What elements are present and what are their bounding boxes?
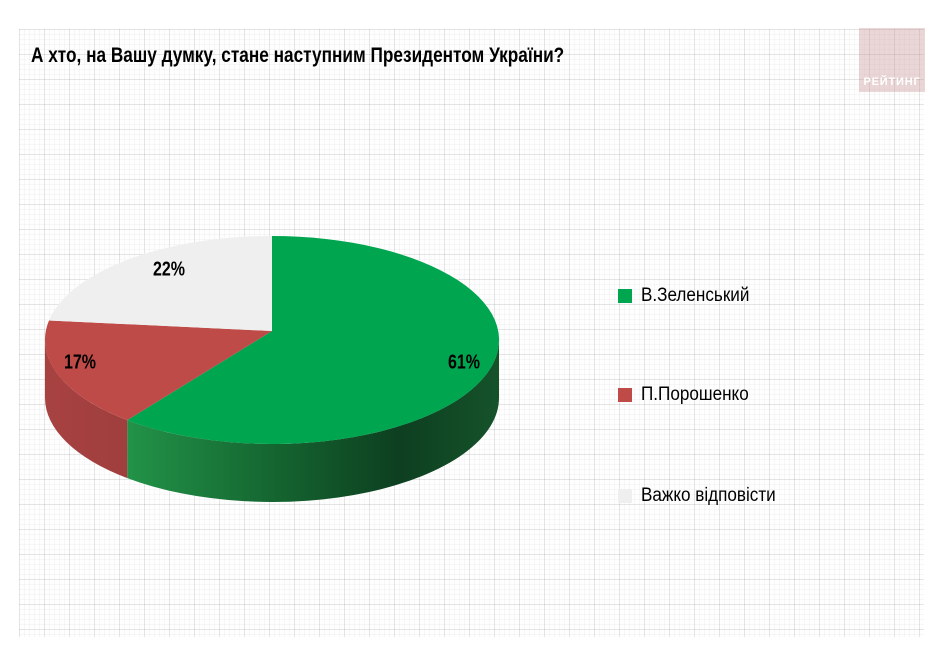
pie-slice-2 [49, 235, 272, 331]
legend-label: В.Зеленський [641, 283, 761, 309]
pie-value-label-text: 17% [64, 351, 97, 374]
rating-logo-text: РЕЙТИНГ [863, 76, 921, 88]
legend-item-hard-to-answer: Важко відповісти [618, 483, 791, 509]
legend-label: Важко відповісти [641, 483, 791, 509]
legend-item-poroshenko: П.Порошенко [618, 382, 761, 408]
pie-value-label-1: 17% [60, 351, 100, 374]
rating-logo: РЕЙТИНГ [859, 28, 925, 92]
pie-slice-1 [44, 320, 272, 421]
pie-side-0 [127, 340, 500, 502]
pie-value-label-2: 22% [149, 258, 189, 281]
legend-label-text: В.Зеленський [641, 285, 750, 306]
pie-value-label-text: 22% [152, 258, 186, 281]
legend-label-text: П.Порошенко [641, 384, 749, 405]
chart-title-text: А хто, на Вашу думку, стане наступним Пр… [31, 44, 565, 67]
pie-side-1 [45, 340, 128, 479]
chart-title: А хто, на Вашу думку, стане наступним Пр… [31, 45, 681, 67]
legend-label: П.Порошенко [641, 382, 761, 408]
pie-slice-0 [127, 235, 500, 444]
legend-swatch-green [618, 289, 632, 303]
pie-value-label-text: 61% [447, 351, 480, 374]
legend-swatch-white [618, 489, 632, 503]
pie-value-label-0: 61% [444, 351, 484, 374]
legend-item-zelensky: В.Зеленський [618, 283, 761, 309]
legend-label-text: Важко відповісти [641, 485, 776, 506]
legend-swatch-red [618, 388, 632, 402]
